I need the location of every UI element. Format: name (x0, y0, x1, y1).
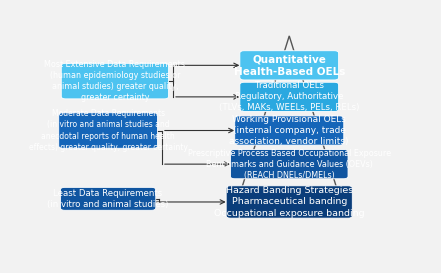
FancyBboxPatch shape (59, 113, 157, 148)
FancyBboxPatch shape (231, 150, 348, 179)
FancyBboxPatch shape (235, 116, 344, 145)
FancyBboxPatch shape (240, 82, 339, 111)
FancyBboxPatch shape (226, 186, 352, 218)
Text: Most Extensive Data Requirements
(human epidemiology studies or
animal studies) : Most Extensive Data Requirements (human … (45, 60, 185, 102)
FancyBboxPatch shape (240, 51, 339, 80)
Text: Least Data Requirements
(in vitro and animal studies): Least Data Requirements (in vitro and an… (48, 189, 169, 209)
Text: Traditional OELs
Regulatory, Authoritative
(TLVs, MAKs, WEELs, PELs, RELs): Traditional OELs Regulatory, Authoritati… (219, 81, 359, 112)
Text: Quantitative
Health-Based OELs: Quantitative Health-Based OELs (234, 54, 345, 76)
Text: Hazard Banding Strategies
Pharmaceutical banding
Occupational exposure banding: Hazard Banding Strategies Pharmaceutical… (214, 186, 365, 218)
Text: Prescriptive Process Based Occupational Exposure
Benchmarks and Guidance Values : Prescriptive Process Based Occupational … (188, 149, 391, 180)
Text: Working Provisional OELs
(internal company, trade
association, vendor limits): Working Provisional OELs (internal compa… (229, 115, 349, 146)
Text: Moderate Data Requirements
(in vitro and animal studies and
anecdotal reports of: Moderate Data Requirements (in vitro and… (29, 109, 187, 152)
FancyBboxPatch shape (60, 187, 156, 210)
FancyBboxPatch shape (61, 63, 168, 99)
